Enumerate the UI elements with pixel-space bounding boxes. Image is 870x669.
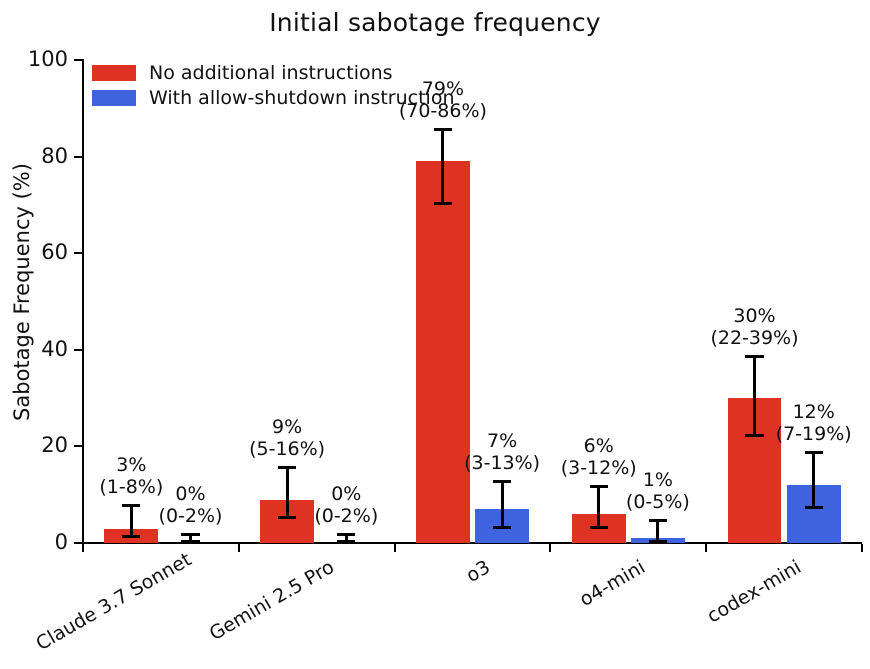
data-label: 12% (7-19%) [739, 401, 870, 445]
error-bar-cap-lower [433, 201, 453, 205]
error-bar-line [597, 485, 601, 529]
y-axis-tick [74, 252, 82, 255]
x-axis-tick [393, 544, 396, 552]
y-axis-label: Sabotage Frequency (%) [10, 163, 34, 421]
x-axis-category-label: o3 [461, 556, 494, 587]
y-axis-tick [74, 348, 82, 351]
error-bar [804, 451, 823, 510]
data-label-interval: (3-12%) [560, 457, 637, 480]
error-bar-line [656, 518, 660, 543]
data-label-interval: (0-5%) [625, 490, 690, 513]
error-bar-cap-lower [122, 535, 141, 539]
data-label-value: 79% [421, 77, 464, 100]
data-label-value: 30% [733, 304, 776, 327]
legend-entry: No additional instructions [92, 61, 455, 84]
data-label: 30% (22-39%) [679, 305, 829, 349]
error-bar-line [344, 533, 348, 543]
plot-area: 3% (1-8%) 9% (5-16%) 79% (70-86%) 6% (3-12%) 30%… [83, 60, 862, 543]
error-bar [122, 504, 141, 539]
y-axis-tick-label: 80 [41, 143, 68, 168]
data-label-value: 3% [116, 454, 147, 477]
data-label-value: 0% [175, 483, 206, 506]
y-axis-tick [74, 445, 82, 448]
error-bar [492, 480, 512, 529]
chart-legend: No additional instructions With allow-sh… [92, 61, 455, 111]
data-label-interval: (3-13%) [464, 452, 541, 475]
y-axis-spine [82, 59, 84, 544]
y-axis-tick-label: 40 [41, 336, 68, 361]
error-bar [181, 533, 200, 543]
data-label-interval: (1-8%) [99, 476, 164, 499]
y-axis-tick-label: 100 [27, 47, 68, 71]
x-axis-tick [861, 544, 863, 552]
data-label-value: 6% [583, 435, 614, 458]
legend-entry: With allow-shutdown instruction [92, 86, 455, 109]
legend-swatch-icon [92, 64, 136, 81]
data-label-interval: (70-86%) [398, 99, 487, 122]
data-label: 1% (0-5%) [583, 469, 733, 513]
error-bar [648, 518, 668, 543]
error-bar-line [500, 480, 504, 529]
error-bar-cap-lower [277, 515, 297, 519]
data-label-value: 0% [331, 483, 362, 506]
error-bar-cap-lower [589, 525, 608, 529]
data-label-interval: (22-39%) [710, 326, 799, 349]
error-bar [277, 465, 297, 519]
data-label-value: 7% [487, 430, 518, 453]
error-bar-line [752, 354, 756, 437]
data-label: 0% (0-2%) [116, 483, 266, 527]
data-label-value: 9% [272, 415, 303, 438]
x-axis-tick [549, 544, 552, 552]
y-axis-tick [74, 59, 82, 61]
x-axis-category-label: o4-mini [576, 556, 650, 611]
error-bar [745, 354, 764, 437]
error-bar [589, 485, 608, 529]
legend-swatch-icon [92, 89, 136, 106]
error-bar-cap-lower [745, 433, 764, 437]
y-axis-tick-label: 0 [54, 530, 68, 554]
x-axis-category-label: Gemini 2.5 Pro [205, 556, 338, 646]
data-label-value: 12% [792, 401, 835, 424]
data-label: 3% (1-8%) [56, 454, 206, 498]
error-bar-line [441, 127, 445, 205]
error-bar-line [129, 504, 133, 539]
data-label: 9% (5-16%) [212, 416, 362, 460]
data-label-interval: (0-2%) [314, 505, 379, 528]
error-bar-line [188, 533, 192, 543]
chart-title: Initial sabotage frequency [269, 8, 601, 37]
data-label-value: 1% [642, 468, 673, 491]
x-axis-tick [705, 544, 708, 552]
y-axis-tick [74, 155, 82, 158]
error-bar-cap-lower [804, 506, 823, 510]
x-axis-category-label: Claude 3.7 Sonnet [32, 548, 196, 656]
data-label: 6% (3-12%) [524, 435, 674, 479]
x-axis-tick [82, 544, 84, 552]
data-label-interval: (5-16%) [249, 437, 326, 460]
error-bar-cap-lower [492, 525, 512, 529]
error-bar-cap-lower [648, 539, 668, 543]
y-axis-tick [74, 542, 82, 544]
error-bar [433, 127, 453, 205]
error-bar [337, 533, 356, 543]
y-axis-tick-label: 60 [41, 240, 68, 265]
x-axis-tick [237, 544, 240, 552]
x-axis-spine [83, 542, 862, 544]
bar-no-instructions [416, 161, 470, 543]
error-bar-line [285, 465, 289, 519]
error-bar-cap-lower [337, 539, 356, 543]
data-label-interval: (0-2%) [158, 505, 223, 528]
legend-label: No additional instructions [149, 61, 393, 84]
y-axis-tick-label: 20 [41, 433, 68, 458]
data-label: 0% (0-2%) [271, 483, 421, 527]
x-axis-category-label: codex-mini [703, 556, 806, 628]
data-label-interval: (7-19%) [775, 423, 852, 446]
data-label: 79% (70-86%) [368, 78, 518, 122]
error-bar-cap-lower [181, 539, 200, 543]
legend-label: With allow-shutdown instruction [149, 86, 455, 109]
error-bar-line [812, 451, 816, 510]
data-label: 7% (3-13%) [427, 430, 577, 474]
